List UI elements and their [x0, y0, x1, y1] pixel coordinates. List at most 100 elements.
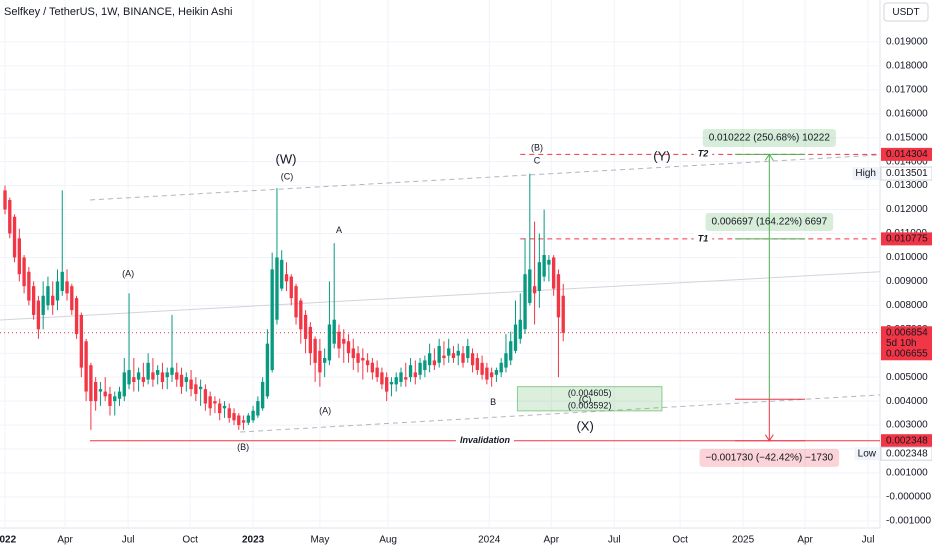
zone-label: (0.004605) — [568, 388, 612, 398]
candle-body — [165, 372, 169, 378]
candle-body — [432, 360, 437, 366]
candle-body — [270, 269, 274, 370]
y-tick-label: 0.010000 — [886, 252, 928, 263]
candle-body — [380, 372, 384, 385]
y-tick-label: 0.001000 — [886, 468, 928, 479]
x-tick-label: Apr — [57, 535, 73, 546]
candle-body — [84, 341, 88, 392]
price-label-bg — [881, 326, 932, 361]
candle-body — [280, 259, 284, 289]
price-label: 0.013501 — [886, 168, 928, 179]
candle-body — [227, 408, 231, 418]
candle-body — [117, 391, 122, 399]
price-label-bg — [881, 434, 932, 448]
wave-label: (A) — [319, 405, 331, 415]
candle-body — [427, 353, 432, 366]
candle-body — [475, 358, 480, 370]
candle-body — [299, 300, 303, 330]
y-tick-label: 0.016000 — [886, 108, 928, 119]
candle-body — [370, 362, 375, 373]
measure-label: 0.006697 (164.22%) 6697 — [711, 217, 827, 228]
candle-body — [108, 393, 112, 406]
candle-body — [198, 386, 203, 390]
candle-body — [8, 199, 12, 234]
price-label-bg — [881, 147, 932, 161]
candle-body — [22, 257, 26, 287]
candle-body — [122, 372, 126, 397]
candle-body — [485, 367, 489, 380]
candle-body — [103, 391, 107, 397]
price-label-bg — [881, 232, 932, 246]
candle-body — [489, 372, 494, 378]
candle-body — [289, 276, 293, 299]
level-label-bg — [693, 148, 713, 161]
y-tick-label: 0.017000 — [886, 84, 928, 95]
candle-body — [284, 274, 289, 282]
y-tick-label: 0.009000 — [886, 276, 928, 287]
wave-label: (A) — [122, 268, 134, 278]
trend-line — [89, 154, 881, 201]
candle-body — [523, 274, 527, 330]
candle-body — [208, 396, 212, 409]
trend-line — [0, 271, 881, 321]
measure-label: 0.010222 (250.68%) 10222 — [709, 133, 831, 144]
candle-body — [394, 377, 398, 385]
price-tag: High — [855, 168, 876, 179]
candle-body — [418, 362, 422, 375]
wave-label: A — [336, 225, 342, 235]
wave-label: (C) — [281, 171, 294, 181]
measure-arrow — [764, 153, 774, 161]
y-tick-label: 0.008000 — [886, 300, 928, 311]
candle-body — [389, 381, 394, 385]
candle-body — [246, 415, 250, 423]
countdown: 5d 10h — [886, 338, 917, 349]
candle-body — [556, 274, 561, 318]
measure-arrow — [764, 434, 774, 442]
wave-label: (B) — [237, 442, 249, 452]
candle-body — [294, 286, 298, 318]
candle-body — [17, 238, 21, 275]
candle-body — [356, 353, 360, 363]
candle-body — [141, 377, 146, 382]
candle-body — [437, 346, 441, 363]
candle-body — [151, 372, 155, 380]
candle-body — [46, 286, 50, 306]
candle-body — [232, 413, 236, 421]
candle-body — [132, 377, 136, 382]
candle-body — [98, 389, 103, 392]
candle-body — [27, 271, 31, 301]
wave-label: (B) — [531, 142, 543, 152]
candle-body — [385, 377, 389, 392]
overlays: 0.010222 (250.68%) 10222 0.006697 (164.22… — [122, 128, 840, 467]
x-tick-label: Jul — [122, 535, 135, 546]
candle-body — [65, 281, 69, 294]
candle-body — [79, 314, 84, 368]
candle-body — [375, 367, 379, 378]
candle-body — [423, 360, 427, 370]
price-label: 0.014304 — [886, 149, 928, 160]
x-tick-label: Apr — [797, 535, 813, 546]
candle-body — [55, 281, 60, 301]
level-label: T2 — [698, 149, 709, 159]
candle-body — [31, 286, 36, 315]
measure-label-bg — [705, 212, 834, 231]
candle-body — [213, 401, 217, 404]
y-tick-label: -0.001000 — [886, 516, 931, 527]
x-tick-label: Apr — [544, 535, 560, 546]
candle-body — [265, 343, 270, 397]
x-tick-label: Aug — [379, 535, 397, 546]
candle-body — [447, 348, 451, 356]
candle-body — [337, 331, 341, 349]
candle-body — [41, 295, 45, 315]
currency-button[interactable] — [883, 2, 929, 22]
candle-body — [442, 355, 446, 359]
y-tick-label: 0.004000 — [886, 396, 928, 407]
y-tick-label: 0.019000 — [886, 37, 928, 48]
candle-body — [241, 420, 246, 423]
candle-body — [222, 405, 227, 409]
candle-body — [303, 314, 308, 339]
candle-body — [170, 367, 174, 375]
candle-body — [308, 326, 313, 354]
level-label: Invalidation — [460, 435, 511, 445]
